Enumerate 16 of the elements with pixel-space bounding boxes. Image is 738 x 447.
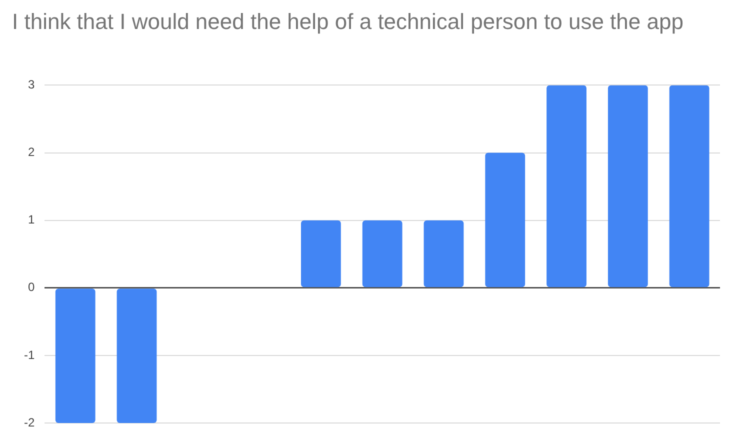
bar [546, 85, 586, 288]
y-tick-label: 1 [28, 212, 35, 227]
bar [608, 85, 648, 288]
y-tick-label: 0 [28, 280, 35, 294]
bar [485, 152, 526, 288]
y-tick-label: -2 [24, 415, 35, 430]
bar [362, 220, 402, 288]
bar [116, 288, 157, 423]
y-tick-label: -1 [24, 348, 35, 362]
bar [55, 288, 96, 423]
bar [300, 220, 341, 288]
bar [669, 85, 710, 288]
chart-title: I think that I would need the help of a technical person to use the app [12, 8, 684, 35]
bar [424, 220, 464, 288]
y-tick-label: 3 [28, 78, 35, 92]
y-tick-label: 2 [28, 145, 35, 160]
